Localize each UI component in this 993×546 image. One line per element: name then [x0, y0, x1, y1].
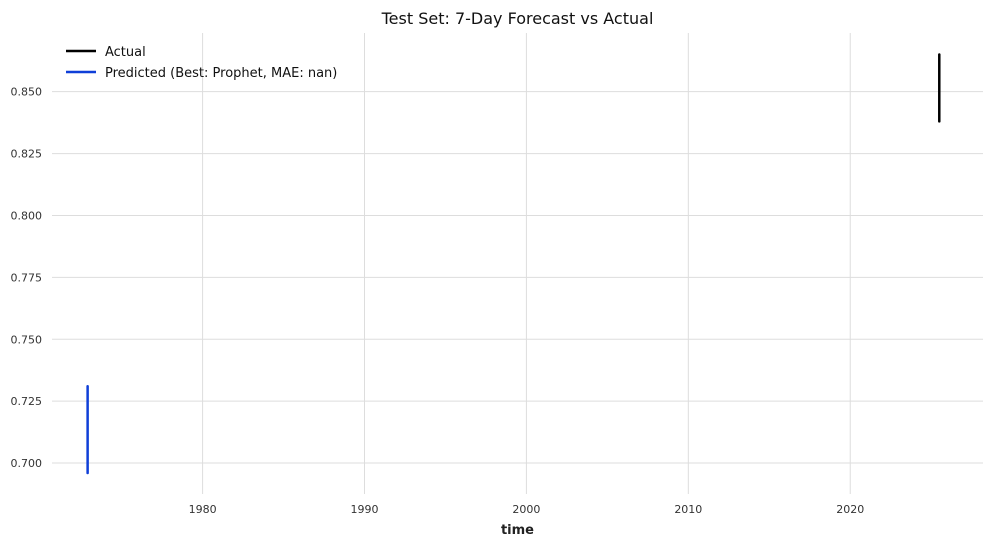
- y-tick-label: 0.775: [11, 271, 43, 284]
- y-tick-label: 0.700: [11, 457, 43, 470]
- x-tick-label: 2000: [512, 503, 540, 516]
- x-tick-label: 2010: [674, 503, 702, 516]
- y-tick-label: 0.850: [11, 86, 43, 99]
- y-tick-label: 0.825: [11, 148, 43, 161]
- series-lines: [86, 53, 941, 475]
- y-tick-label: 0.725: [11, 395, 43, 408]
- legend-label-actual: Actual: [105, 45, 146, 60]
- x-tick-label: 1980: [189, 503, 217, 516]
- y-tick-labels: 0.700 0.725 0.750 0.775 0.800 0.825 0.850: [11, 86, 43, 470]
- x-tick-labels: 1980 1990 2000 2010 2020: [189, 503, 865, 516]
- chart-title: Test Set: 7-Day Forecast vs Actual: [381, 9, 654, 28]
- y-tick-label: 0.750: [11, 333, 43, 346]
- x-gridlines: [202, 33, 851, 494]
- y-gridlines: [52, 91, 983, 464]
- x-tick-label: 1990: [350, 503, 378, 516]
- legend-label-predicted: Predicted (Best: Prophet, MAE: nan): [105, 66, 337, 81]
- legend: Actual Predicted (Best: Prophet, MAE: na…: [66, 45, 337, 81]
- x-tick-label: 2020: [836, 503, 864, 516]
- y-tick-label: 0.800: [11, 209, 43, 222]
- x-axis-label: time: [501, 523, 534, 538]
